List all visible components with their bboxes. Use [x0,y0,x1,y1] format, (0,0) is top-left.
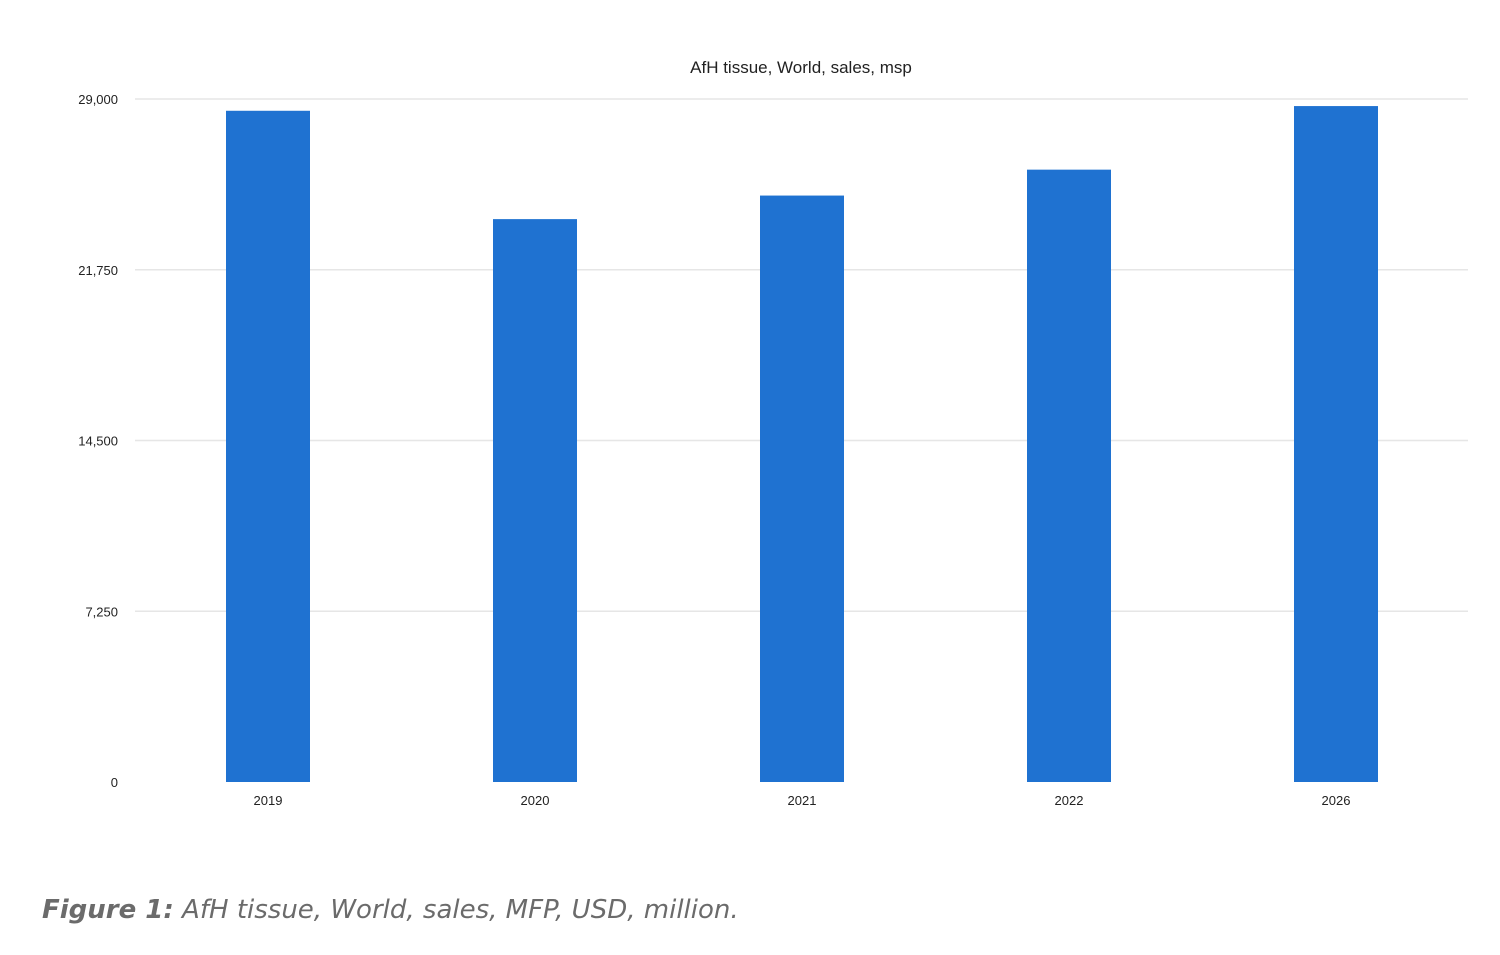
figure-caption-text: AfH tissue, World, sales, MFP, USD, mill… [173,895,739,925]
x-tick-label: 2022 [1055,793,1084,808]
y-axis-tick-labels: 0 7,250 14,500 21,750 29,000 [78,92,118,790]
bar-2022 [1027,169,1111,783]
bar-chart: AfH tissue, World, sales, msp 0 7,250 14,5… [78,58,1468,808]
figure-label: Figure 1: [42,895,174,925]
bar-2021 [760,195,844,782]
y-tick-label: 21,750 [78,263,118,278]
chart-title: AfH tissue, World, sales, msp [690,58,912,77]
y-tick-label: 7,250 [85,604,118,619]
x-tick-label: 2019 [254,793,283,808]
y-tick-label: 0 [111,775,118,790]
bar-2026 [1294,106,1378,783]
figure-caption: Figure 1: AfH tissue, World, sales, MFP,… [42,895,739,925]
y-tick-label: 29,000 [78,92,118,107]
bar-2020 [493,219,577,783]
x-axis-tick-labels: 2019 2020 2021 2022 2026 [254,793,1351,808]
bars [226,106,1378,783]
bar-2019 [226,110,310,782]
x-tick-label: 2026 [1322,793,1351,808]
x-tick-label: 2020 [521,793,550,808]
x-tick-label: 2021 [788,793,817,808]
y-tick-label: 14,500 [78,434,118,449]
